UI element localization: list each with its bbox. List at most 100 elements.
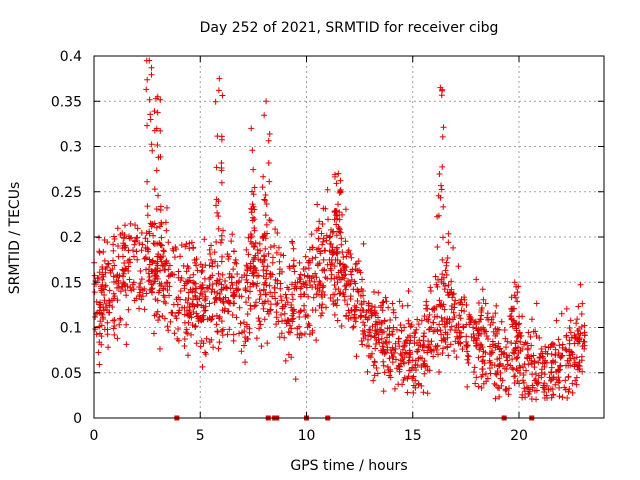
data-point bbox=[480, 348, 487, 355]
data-point bbox=[263, 291, 270, 298]
data-point bbox=[319, 241, 326, 248]
data-point bbox=[186, 240, 193, 247]
data-point bbox=[106, 309, 113, 316]
data-point bbox=[129, 281, 136, 288]
data-point bbox=[579, 300, 586, 307]
data-point bbox=[333, 180, 340, 187]
data-point bbox=[218, 160, 225, 167]
data-point bbox=[171, 271, 178, 278]
data-point bbox=[175, 268, 182, 275]
data-point bbox=[575, 326, 582, 333]
data-point bbox=[154, 93, 161, 100]
data-point bbox=[331, 311, 338, 318]
data-point bbox=[331, 281, 338, 288]
data-point bbox=[157, 203, 164, 210]
data-point bbox=[272, 226, 279, 233]
data-point bbox=[323, 232, 330, 239]
data-point bbox=[347, 296, 354, 303]
data-point bbox=[386, 355, 393, 362]
data-point bbox=[213, 296, 220, 303]
data-point bbox=[115, 280, 122, 287]
data-point bbox=[198, 269, 205, 276]
data-point bbox=[133, 234, 140, 241]
data-point bbox=[132, 238, 139, 245]
data-point bbox=[99, 264, 106, 271]
data-point bbox=[167, 318, 174, 325]
data-point bbox=[340, 254, 347, 261]
data-point bbox=[92, 314, 99, 321]
data-point bbox=[203, 335, 210, 342]
data-point bbox=[148, 71, 155, 78]
data-point bbox=[530, 352, 537, 359]
data-point bbox=[387, 368, 394, 375]
data-point bbox=[120, 240, 127, 247]
data-point bbox=[310, 294, 317, 301]
data-point bbox=[389, 300, 396, 307]
data-point bbox=[243, 262, 250, 269]
data-point bbox=[215, 225, 222, 232]
data-point bbox=[508, 315, 515, 322]
data-point bbox=[405, 354, 412, 361]
data-point bbox=[229, 231, 236, 238]
data-point bbox=[231, 259, 238, 266]
data-point bbox=[478, 373, 485, 380]
data-point bbox=[579, 368, 586, 375]
data-point bbox=[375, 331, 382, 338]
data-point bbox=[219, 92, 226, 99]
data-point bbox=[485, 316, 492, 323]
data-point bbox=[475, 326, 482, 333]
data-point bbox=[572, 377, 579, 384]
data-point bbox=[448, 306, 455, 313]
data-point bbox=[369, 303, 376, 310]
data-point bbox=[91, 289, 98, 296]
data-point bbox=[327, 265, 334, 272]
data-point bbox=[445, 230, 452, 237]
data-point bbox=[556, 377, 563, 384]
data-point bbox=[528, 316, 535, 323]
data-point bbox=[479, 366, 486, 373]
data-point bbox=[300, 280, 307, 287]
data-point bbox=[253, 267, 260, 274]
data-point bbox=[479, 344, 486, 351]
data-point bbox=[200, 340, 207, 347]
data-point bbox=[315, 235, 322, 242]
data-point bbox=[175, 326, 182, 333]
data-point bbox=[335, 170, 342, 177]
data-point bbox=[193, 313, 200, 320]
data-point bbox=[231, 248, 238, 255]
data-point bbox=[358, 337, 365, 344]
data-point bbox=[183, 268, 190, 275]
data-point bbox=[236, 304, 243, 311]
data-point bbox=[463, 302, 470, 309]
data-point bbox=[96, 330, 103, 337]
data-point bbox=[436, 170, 443, 177]
data-point bbox=[148, 281, 155, 288]
data-point bbox=[241, 272, 248, 279]
data-point bbox=[139, 293, 146, 300]
data-point bbox=[287, 329, 294, 336]
data-point bbox=[282, 301, 289, 308]
data-point bbox=[380, 388, 387, 395]
data-point bbox=[278, 311, 285, 318]
data-point bbox=[339, 211, 346, 218]
data-point bbox=[121, 259, 128, 266]
data-point bbox=[159, 262, 166, 269]
data-point bbox=[313, 337, 320, 344]
data-point bbox=[327, 294, 334, 301]
data-point bbox=[228, 238, 235, 245]
data-point bbox=[158, 219, 165, 226]
data-point bbox=[155, 317, 162, 324]
data-point bbox=[269, 254, 276, 261]
data-point bbox=[262, 191, 269, 198]
data-point bbox=[244, 279, 251, 286]
data-point bbox=[514, 377, 521, 384]
data-point bbox=[233, 260, 240, 267]
data-point bbox=[575, 331, 582, 338]
data-point bbox=[128, 287, 135, 294]
data-point bbox=[160, 298, 167, 305]
data-point bbox=[445, 239, 452, 246]
data-point bbox=[213, 321, 220, 328]
data-point bbox=[334, 296, 341, 303]
data-point bbox=[480, 324, 487, 331]
